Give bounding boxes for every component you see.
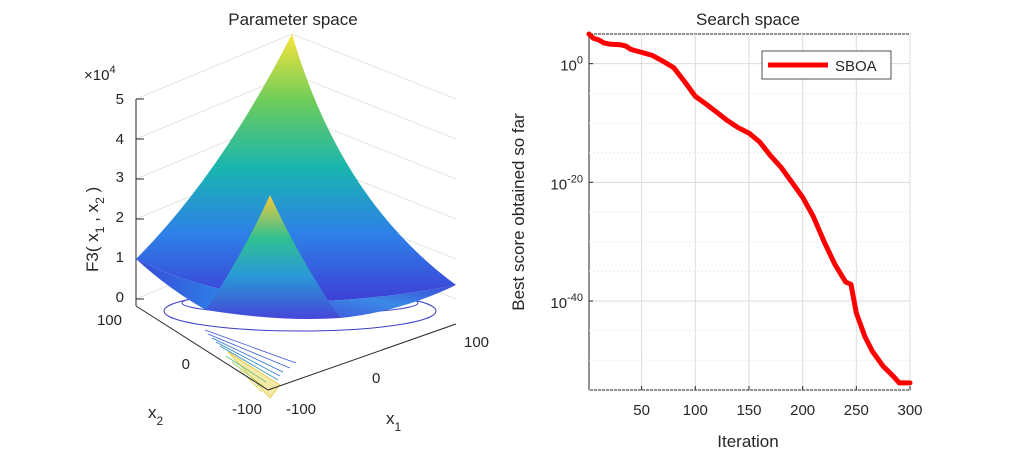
x2-tick-label: 100 [97, 312, 122, 329]
z-tick-label: 1 [116, 249, 124, 266]
z-tick-label: 2 [116, 209, 124, 226]
z-exponent: ×104 [84, 64, 116, 84]
x1-axis-label: x1 [386, 409, 402, 434]
z-axis-label: F3( x1 , x2 ) [83, 187, 107, 272]
y-tick-label: 10-20 [550, 173, 583, 193]
x2-tick-label: -100 [232, 401, 262, 418]
x-tick-layer: 50 100 150 200 250 300 [633, 386, 923, 419]
x1-ticks: -100 0 100 [286, 334, 489, 418]
z-tick-label: 4 [116, 131, 124, 148]
x2-tick-label: 0 [182, 356, 190, 373]
grid-layer [589, 33, 911, 391]
y-tick-label: 10-40 [550, 292, 583, 312]
legend-label: SBOA [835, 58, 877, 75]
x1-tick-label: -100 [286, 401, 316, 418]
y-tick-layer: 100 10-20 10-40 [550, 55, 593, 312]
line-plot-title: Search space [696, 10, 800, 29]
x-tick-label: 200 [790, 402, 815, 419]
surface-back-sheet [136, 34, 456, 302]
surface-front-peak [206, 195, 340, 319]
floor-contours [163, 290, 437, 399]
x1-tick-label: 0 [372, 370, 380, 387]
x1-tick-label: 100 [464, 334, 489, 351]
x-tick-label: 250 [844, 402, 869, 419]
surface-plot-title: Parameter space [228, 10, 357, 29]
surface-right-wing [300, 285, 456, 318]
z-tick-label: 5 [116, 91, 124, 108]
x-tick-label: 100 [683, 402, 708, 419]
x-tick-label: 150 [736, 402, 761, 419]
z-tick-label: 3 [116, 169, 124, 186]
line-plot: Search space 50 100 150 200 250 300 10010-201… [509, 10, 923, 451]
line-y-axis-label: Best score obtained so far [509, 113, 528, 311]
z-exponent-label: ×104 [84, 64, 116, 84]
x2-axis-label: x2 [148, 403, 164, 428]
series-line-sboa [586, 31, 913, 386]
legend: SBOA [761, 50, 892, 80]
z-ticks: 0 1 2 3 4 5 [116, 91, 124, 306]
x-tick-label: 50 [633, 402, 650, 419]
surface-axes [135, 98, 457, 391]
x2-ticks: 100 0 -100 [97, 312, 262, 418]
surface-mesh [136, 34, 456, 319]
line-x-axis-label: Iteration [717, 432, 778, 451]
surface-plot: Parameter space [83, 10, 489, 434]
contour-triangle-fill [204, 329, 297, 399]
y-tick-label: 100 [560, 55, 583, 75]
x-tick-label: 300 [897, 402, 922, 419]
z-tick-label: 0 [116, 289, 124, 306]
